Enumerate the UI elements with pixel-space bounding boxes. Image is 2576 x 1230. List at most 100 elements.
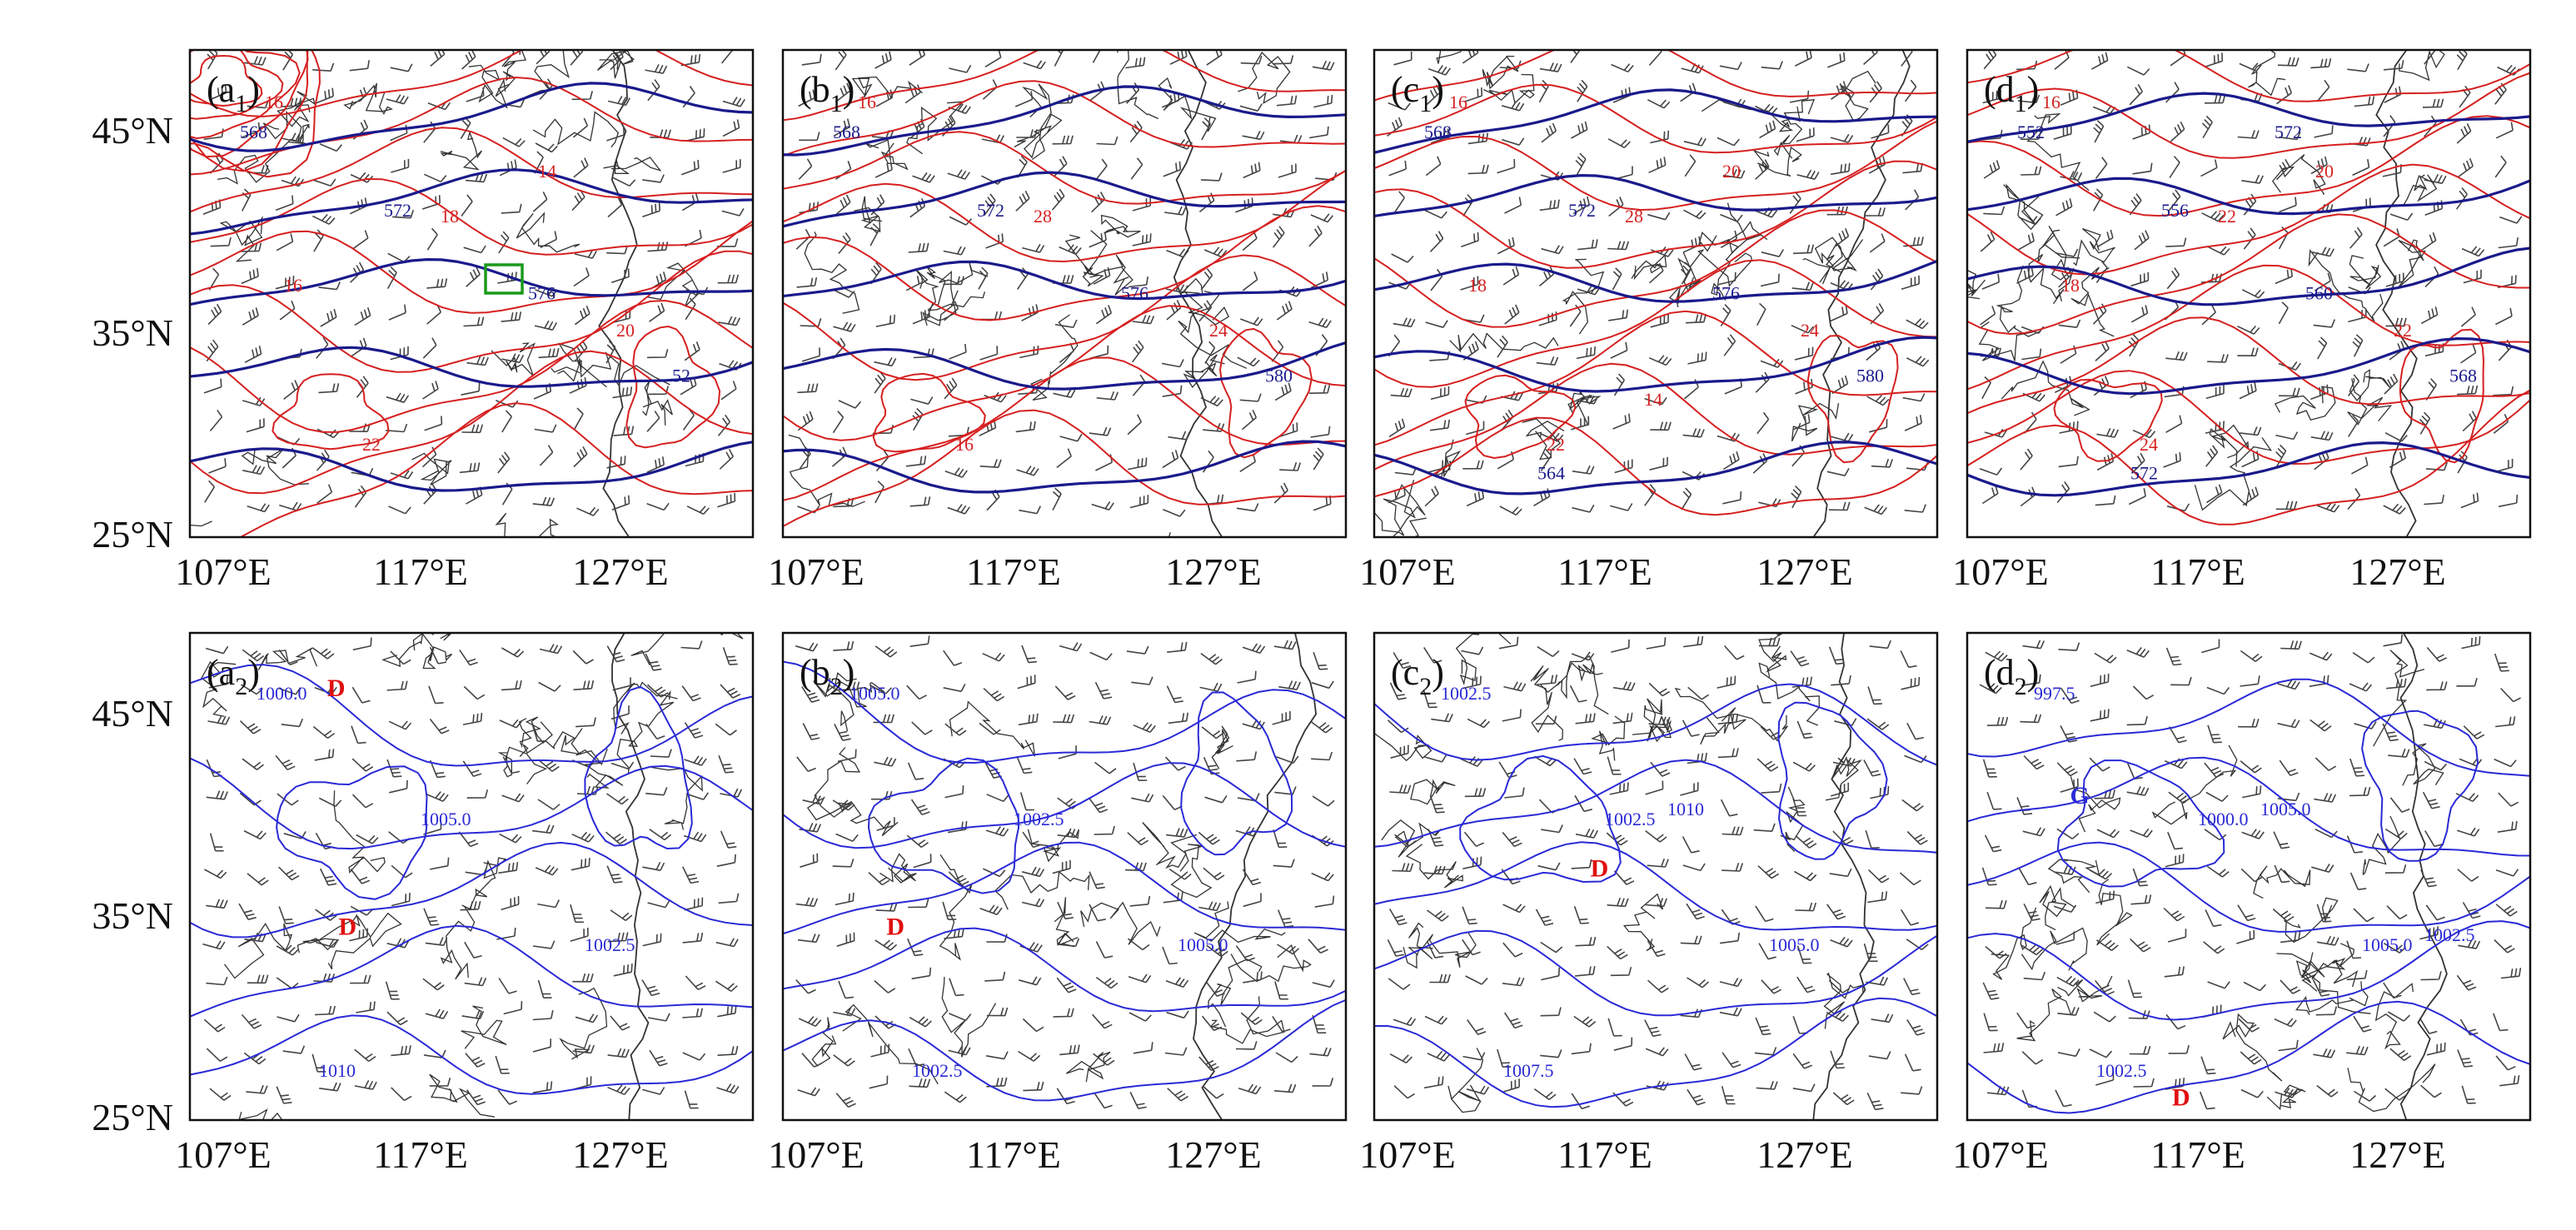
pressure-contour-label: 1005.0 [1769, 934, 1820, 955]
pressure-contour-label: 1005.0 [2362, 934, 2413, 955]
lon-tick-label: 107°E [1359, 1133, 1456, 1176]
pressure-contour-label: 1000.0 [257, 683, 307, 704]
low-pressure-center: D [886, 914, 904, 941]
contour-labels: 568 572 576 580 16 28 24 16 [833, 92, 1293, 455]
panel-frame [1966, 48, 2532, 539]
pressure-contour-label: 1002.5 [912, 1060, 963, 1081]
pressure-contour-label: 1005.0 [850, 683, 900, 704]
pressure-contours [1374, 683, 1937, 1108]
panel-label: (a1) [207, 69, 260, 117]
height-contour-label: 576 [528, 282, 556, 303]
lon-tick-label: 127°E [2349, 1133, 2446, 1176]
panel-d2: 997.5 1000.0 1005.0 1002.5 1005.0 1002.5 G D (d2… [1966, 631, 2532, 1122]
panel-label: (b2) [800, 652, 855, 700]
height-contour-label: 568 [833, 122, 860, 142]
temperature-contour-label: 22 [1547, 434, 1565, 455]
panel-background [1374, 633, 1937, 1120]
contour-labels: 568 572 576 580 564 16 28 24 22 20 18 14 [1424, 92, 1884, 484]
lon-tick-label: 127°E [1165, 1133, 1262, 1176]
height-contour-label: 572 [977, 200, 1004, 221]
lon-tick-label: 127°E [1756, 1133, 1853, 1176]
low-pressure-center: D [1591, 855, 1609, 883]
height-contour-label: 568 [2449, 366, 2477, 386]
temperature-contours [1374, 50, 1937, 516]
lon-tick-label: 107°E [175, 550, 272, 593]
pressure-contour-label: 1002.5 [1605, 809, 1656, 829]
panel-d1: 552 556 560 568 572 572 16 22 22 24 20 18 (d1) [1966, 48, 2532, 539]
lon-tick-label: 107°E [1952, 550, 2049, 593]
panel-background [190, 633, 753, 1120]
pressure-contour-label: 1002.5 [1014, 809, 1064, 829]
panel-c2: 1002.5 1002.5 1005.0 1007.5 1010 D (c2) [1373, 631, 1939, 1122]
geopotential-contours [783, 85, 1346, 494]
temperature-contour-label: 18 [441, 206, 459, 227]
panel-label: (b1) [800, 69, 855, 117]
panel-frame [188, 48, 755, 539]
geopotential-contours [1967, 92, 2530, 497]
height-contour-label: 52 [672, 366, 690, 386]
lat-tick-label: 25°N [92, 1096, 173, 1138]
geopotential-contours [1374, 88, 1937, 495]
lat-tick-label: 25°N [92, 513, 173, 555]
temperature-contours [783, 50, 1346, 528]
height-contour-label: 556 [2161, 200, 2189, 221]
lon-tick-label: 117°E [1557, 550, 1652, 593]
temperature-contour-label: 14 [1644, 389, 1662, 410]
height-contour-label: 576 [1712, 282, 1740, 303]
lon-tick-label: 107°E [1952, 1133, 2049, 1176]
pressure-contour-label: 1002.5 [585, 934, 635, 955]
lon-tick-label: 127°E [572, 1133, 669, 1176]
height-contour-label: 572 [384, 200, 411, 221]
contour-labels: 552 556 560 568 572 572 16 22 22 24 20 18 [2017, 92, 2477, 484]
temperature-contour-label: 16 [265, 92, 283, 112]
height-contour-label: 564 [1537, 463, 1565, 484]
panel-label: (c1) [1391, 69, 1444, 117]
height-contour-label: 572 [2130, 463, 2158, 484]
panel-label: (d1) [1984, 69, 2039, 117]
temperature-contour-label: 24 [1209, 320, 1228, 341]
panel-frame [781, 631, 1348, 1122]
panel-frame [1966, 631, 2532, 1122]
pressure-contours [190, 664, 753, 1095]
pressure-contour-label: 997.5 [2034, 683, 2075, 704]
temperature-contour-label: 16 [284, 275, 302, 296]
contour-labels: 1000.0 1005.0 1002.5 1010 [257, 683, 635, 1081]
low-pressure-center: D [338, 914, 356, 941]
lon-tick-label: 127°E [2349, 550, 2446, 593]
lat-tick-label: 45°N [92, 692, 173, 735]
panel-frame [781, 48, 1348, 539]
wind-barbs [1979, 50, 2523, 515]
temperature-contour-label: 20 [2315, 161, 2334, 182]
lat-tick-label: 45°N [92, 109, 173, 152]
contour-labels: 568 572 576 52 16 18 20 22 14 16 [240, 92, 690, 455]
lon-tick-label: 117°E [1557, 1133, 1652, 1176]
wind-barbs [1979, 634, 2522, 1110]
pressure-contour-label: 1005.0 [1178, 934, 1228, 955]
study-area-box [484, 263, 524, 295]
pressure-contours [783, 660, 1346, 1102]
pressure-contour-label: 1005.0 [2260, 799, 2311, 819]
pressure-contour-label: 1010 [319, 1060, 356, 1081]
lon-tick-label: 117°E [2150, 1133, 2245, 1176]
lon-tick-label: 107°E [1359, 550, 1456, 593]
high-pressure-center: G [2070, 782, 2090, 809]
pressure-contours [1967, 678, 2530, 1114]
height-contour-label: 568 [1424, 122, 1452, 142]
temperature-contour-label: 22 [2394, 320, 2412, 341]
lon-tick-label: 127°E [572, 550, 669, 593]
temperature-contours [190, 50, 753, 537]
lon-tick-label: 107°E [175, 1133, 272, 1176]
wind-barbs [1387, 635, 1929, 1111]
low-pressure-center: D [327, 675, 346, 702]
geopotential-contours [190, 82, 753, 492]
panel-c1: 568 572 576 580 564 16 28 24 22 20 18 14 (c1) [1373, 48, 1939, 539]
height-contour-label: 576 [1121, 282, 1148, 303]
panel-label: (a2) [207, 652, 260, 700]
lon-tick-label: 107°E [768, 550, 864, 593]
contour-labels: 1005.0 1002.5 1005.0 1002.5 [850, 683, 1228, 1081]
contour-labels: 997.5 1000.0 1005.0 1002.5 1005.0 1002.5 [2034, 683, 2475, 1081]
lon-tick-label: 117°E [373, 550, 468, 593]
temperature-contour-label: 20 [616, 320, 635, 341]
